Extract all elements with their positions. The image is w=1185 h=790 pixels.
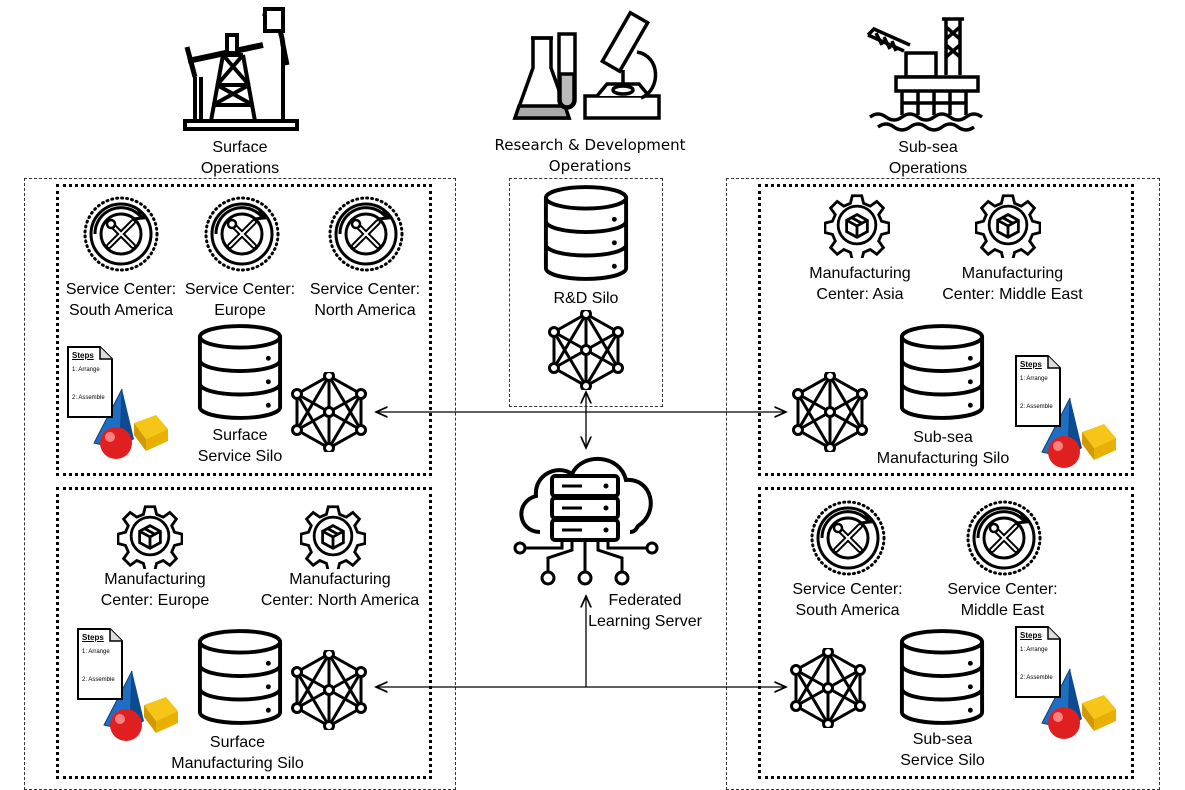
neural-network-icon [790, 372, 870, 452]
neural-network-icon [289, 650, 369, 730]
subsea-service-silo-label: Sub-sea Service Silo [900, 731, 985, 769]
assembly-steps-icon: Steps 1: Arrange 2: Assemble [1012, 625, 1116, 745]
subsea-operations-label: Sub-sea Operations [888, 139, 968, 177]
manufacturing-center-label: Manufacturing Center: Middle East [942, 265, 1083, 303]
subsea-service-silo-box [758, 487, 1134, 779]
subsea-manufacturing-silo-label: Sub-sea Manufacturing Silo [876, 429, 1010, 467]
lab-microscope-icon [511, 10, 663, 130]
database-icon [898, 322, 986, 422]
step-1: 1: Arrange [82, 649, 110, 655]
gear-box-icon [300, 503, 366, 569]
pumpjack-icon [183, 5, 301, 131]
manufacturing-center-label: Manufacturing Center: North America [260, 571, 420, 609]
surface-operations-label: Surface Operations [200, 139, 280, 177]
rnd-operations-label: Research & Development Operations [494, 136, 686, 175]
step-2: 2: Assemble [1020, 404, 1053, 410]
step-2: 2: Assemble [82, 677, 115, 683]
service-center-label: Service Center: South America [65, 281, 177, 319]
offshore-platform-icon [866, 15, 990, 132]
assembly-steps-icon: Steps 1: Arrange 2: Assemble [64, 345, 168, 465]
step-2: 2: Assemble [1020, 675, 1053, 681]
surface-service-silo-box [56, 184, 432, 476]
wrench-screwdriver-cycle-icon [81, 194, 161, 274]
gear-box-icon [824, 192, 890, 258]
subsea-manufacturing-silo-box [758, 184, 1134, 476]
surface-service-silo-label: Surface Service Silo [197, 427, 283, 465]
step-1: 1: Arrange [1020, 376, 1048, 382]
service-center-label: Service Center: North America [309, 281, 421, 319]
gear-box-icon [975, 192, 1041, 258]
neural-network-icon [546, 310, 626, 390]
gear-box-icon [117, 503, 183, 569]
assembly-steps-icon: Steps 1: Arrange 2: Assemble [1012, 354, 1116, 474]
manufacturing-center-label: Manufacturing Center: Europe [100, 571, 210, 609]
cloud-server-icon [512, 450, 662, 590]
steps-title: Steps [1020, 631, 1042, 640]
wrench-screwdriver-cycle-icon [202, 194, 282, 274]
surface-manufacturing-silo-label: Surface Manufacturing Silo [171, 734, 304, 772]
database-icon [196, 322, 284, 422]
federated-server-label: Federated Learning Server [588, 592, 702, 630]
step-1: 1: Arrange [1020, 647, 1048, 653]
service-center-label: Service Center: Europe [184, 281, 296, 319]
steps-title: Steps [72, 351, 94, 360]
step-2: 2: Assemble [72, 395, 105, 401]
wrench-screwdriver-cycle-icon [326, 194, 406, 274]
rnd-silo-label: R&D Silo [553, 290, 619, 307]
manufacturing-center-label: Manufacturing Center: Asia [809, 265, 911, 303]
surface-manufacturing-silo-box [56, 487, 432, 779]
service-center-label: Service Center: Middle East [947, 581, 1058, 619]
wrench-screwdriver-cycle-icon [808, 498, 888, 578]
neural-network-icon [788, 648, 868, 728]
database-icon [898, 627, 986, 727]
assembly-steps-icon: Steps 1: Arrange 2: Assemble [74, 627, 178, 747]
database-icon [196, 627, 284, 727]
wrench-screwdriver-cycle-icon [964, 498, 1044, 578]
service-center-label: Service Center: South America [792, 581, 903, 619]
steps-title: Steps [1020, 360, 1042, 369]
steps-title: Steps [82, 633, 104, 642]
step-1: 1: Arrange [72, 367, 100, 373]
database-icon [542, 183, 630, 283]
